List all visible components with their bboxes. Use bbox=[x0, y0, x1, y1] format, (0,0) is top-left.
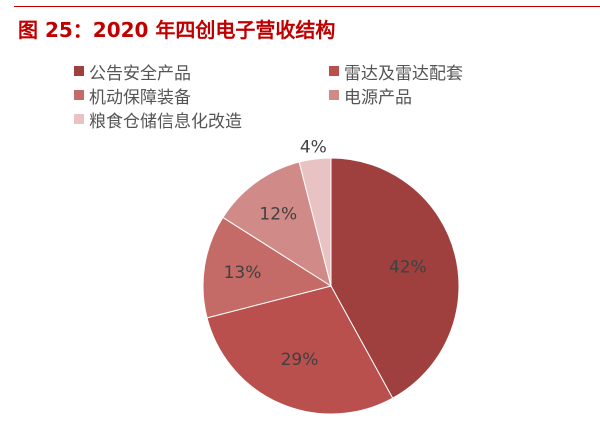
legend-swatch bbox=[74, 66, 84, 76]
legend-item: 雷达及雷达配套 bbox=[329, 60, 554, 84]
legend-swatch bbox=[74, 114, 84, 124]
legend-item: 机动保障装备 bbox=[74, 84, 329, 108]
pie-slice bbox=[222, 161, 332, 288]
legend-item: 粮食仓储信息化改造 bbox=[74, 108, 329, 132]
legend: 公告安全产品 雷达及雷达配套机动保障装备 电源产品粮食仓储信息化改造 bbox=[74, 60, 554, 132]
legend-item: 电源产品 bbox=[329, 84, 554, 108]
data-label: 29% bbox=[281, 350, 319, 370]
legend-swatch bbox=[329, 66, 339, 76]
pie-slice bbox=[330, 157, 460, 399]
legend-swatch bbox=[329, 90, 339, 100]
data-label: 4% bbox=[300, 137, 327, 157]
data-label: 13% bbox=[224, 263, 262, 283]
legend-label: 粮食仓储信息化改造 bbox=[89, 111, 242, 132]
legend-swatch bbox=[74, 90, 84, 100]
legend-label: 电源产品 bbox=[344, 87, 412, 108]
pie-slice bbox=[202, 216, 333, 319]
pie-slice bbox=[206, 285, 394, 415]
data-label: 12% bbox=[259, 205, 297, 225]
chart-title: 图 25：2020 年四创电子营收结构 bbox=[18, 18, 336, 42]
top-rule bbox=[14, 6, 600, 7]
legend-label: 公告安全产品 bbox=[89, 63, 191, 84]
legend-label: 机动保障装备 bbox=[89, 87, 191, 108]
legend-label: 雷达及雷达配套 bbox=[344, 63, 463, 84]
legend-item: 公告安全产品 bbox=[74, 60, 329, 84]
pie-slice bbox=[298, 157, 332, 287]
data-label: 42% bbox=[389, 257, 427, 277]
